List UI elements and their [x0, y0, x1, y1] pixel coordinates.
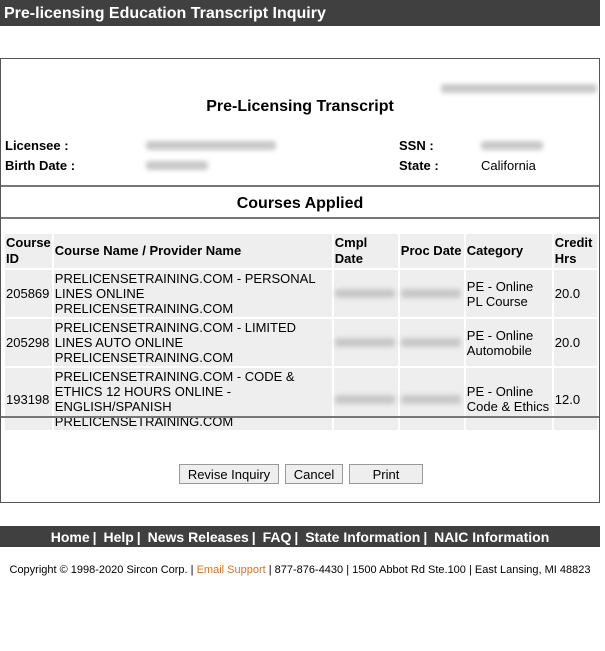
- credit-hrs: 20.0: [553, 270, 597, 317]
- phone: 877-876-4430: [274, 564, 344, 576]
- print-button[interactable]: Print: [349, 464, 423, 484]
- provider-name: PRELICENSETRAINING.COM: [54, 350, 234, 365]
- provider-name: PRELICENSETRAINING.COM: [54, 301, 234, 316]
- cmpl-date: [333, 270, 398, 317]
- footer-link-news[interactable]: News Releases: [147, 529, 249, 545]
- redacted: [400, 394, 461, 404]
- category: PE - Online PL Course: [465, 270, 552, 317]
- address: 1500 Abbot Rd Ste.100: [352, 564, 466, 576]
- table-row: 193198 PRELICENSETRAINING.COM - CODE & E…: [5, 368, 597, 430]
- footer-link-help[interactable]: Help: [103, 529, 134, 545]
- category: PE - Online Code & Ethics: [465, 368, 552, 430]
- cmpl-date: [333, 319, 398, 366]
- transcript-panel: Pre-Licensing Transcript Licensee : Birt…: [0, 58, 600, 503]
- course-name: PRELICENSETRAINING.COM - LIMITED LINES A…: [53, 319, 332, 366]
- col-credit-hrs: Credit Hrs: [553, 234, 597, 268]
- footer-link-faq[interactable]: FAQ: [262, 529, 292, 545]
- course-name: PRELICENSETRAINING.COM - PERSONAL LINES …: [53, 270, 332, 317]
- course-id: 205869: [5, 270, 52, 317]
- table-row: 205869 PRELICENSETRAINING.COM - PERSONAL…: [5, 270, 597, 317]
- redacted: [400, 289, 461, 298]
- course-title: PRELICENSETRAINING.COM - CODE & ETHICS 1…: [54, 369, 295, 414]
- redacted: [334, 289, 395, 298]
- course-id: 205298: [5, 319, 52, 366]
- course-name: PRELICENSETRAINING.COM - CODE & ETHICS 1…: [53, 368, 332, 430]
- col-course-id: Course ID: [5, 234, 52, 268]
- proc-date: [399, 270, 464, 317]
- table-row: 205298 PRELICENSETRAINING.COM - LIMITED …: [5, 319, 597, 366]
- ssn-label: SSN :: [399, 138, 434, 153]
- state-value: California: [481, 158, 536, 173]
- licensee-value-redacted: [146, 141, 276, 150]
- footer-nav: Home | Help | News Releases | FAQ | State In…: [0, 526, 600, 547]
- credit-hrs: 12.0: [553, 368, 597, 430]
- revise-inquiry-button[interactable]: Revise Inquiry: [179, 464, 279, 484]
- redacted: [334, 394, 395, 404]
- ssn-redacted: [481, 141, 543, 150]
- proc-date: [399, 319, 464, 366]
- credit-hrs: 20.0: [553, 319, 597, 366]
- divider: [1, 416, 599, 418]
- col-category: Category: [465, 234, 552, 268]
- cancel-button[interactable]: Cancel: [285, 464, 343, 484]
- col-course-name: Course Name / Provider Name: [53, 234, 332, 268]
- redacted: [334, 338, 395, 347]
- category: PE - Online Automobile: [465, 319, 552, 366]
- state-label: State :: [399, 158, 439, 173]
- page-title: Pre-licensing Education Transcript Inqui…: [0, 0, 600, 26]
- copyright: Copyright © 1998-2020 Sircon Corp.: [9, 564, 188, 576]
- courses-title: Courses Applied: [236, 195, 364, 212]
- footer-link-naic-info[interactable]: NAIC Information: [434, 529, 550, 545]
- email-support-link[interactable]: Email Support: [196, 564, 266, 576]
- footer-link-state-info[interactable]: State Information: [305, 529, 421, 545]
- copyright-line: Copyright © 1998-2020 Sircon Corp. | Ema…: [9, 564, 591, 576]
- col-cmpl-date: Cmpl Date: [333, 234, 398, 268]
- proc-date: [399, 368, 464, 430]
- divider: [1, 217, 599, 219]
- cmpl-date: [333, 368, 398, 430]
- course-title: PRELICENSETRAINING.COM - PERSONAL LINES …: [54, 271, 316, 301]
- transcript-title: Pre-Licensing Transcript: [206, 98, 394, 115]
- course-title: PRELICENSETRAINING.COM - LIMITED LINES A…: [54, 320, 297, 350]
- footer-link-home[interactable]: Home: [50, 529, 90, 545]
- redacted: [400, 338, 461, 347]
- table-header-row: Course ID Course Name / Provider Name Cm…: [5, 234, 597, 268]
- col-proc-date: Proc Date: [399, 234, 464, 268]
- timestamp-redacted: [441, 84, 597, 93]
- course-id: 193198: [5, 368, 52, 430]
- divider: [1, 185, 599, 187]
- courses-table: Course ID Course Name / Provider Name Cm…: [3, 232, 599, 432]
- birth-date-label: Birth Date :: [5, 158, 76, 173]
- birth-date-redacted: [146, 161, 208, 170]
- city: East Lansing, MI 48823: [474, 564, 591, 576]
- licensee-label: Licensee :: [5, 138, 69, 153]
